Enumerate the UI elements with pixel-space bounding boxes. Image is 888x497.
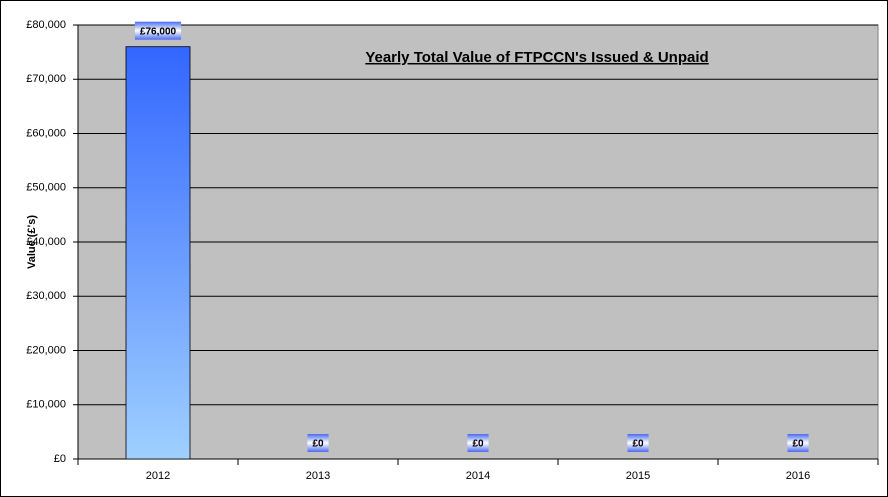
value-label: £0 xyxy=(792,439,804,450)
x-tick-label: 2013 xyxy=(306,470,330,482)
y-tick-label: £70,000 xyxy=(26,73,66,85)
value-label-box xyxy=(134,21,182,40)
x-tick-label: 2015 xyxy=(626,470,650,482)
value-label: £0 xyxy=(312,439,324,450)
value-label-box xyxy=(307,434,329,452)
x-tick-label: 2016 xyxy=(786,470,810,482)
y-tick-label: £0 xyxy=(54,453,66,465)
y-tick-label: £50,000 xyxy=(26,182,66,194)
y-tick-label: £30,000 xyxy=(26,290,66,302)
y-tick-label: £10,000 xyxy=(26,399,66,411)
x-tick-label: 2014 xyxy=(466,470,490,482)
value-label: £76,000 xyxy=(140,26,177,37)
y-tick-label: £80,000 xyxy=(26,19,66,31)
value-label-box xyxy=(467,434,489,452)
value-label-box xyxy=(627,434,649,452)
value-label: £0 xyxy=(632,439,644,450)
bar xyxy=(125,46,191,460)
x-tick-label: 2012 xyxy=(146,470,170,482)
y-axis-title: Value (£'s) xyxy=(26,215,38,269)
y-tick-label: £20,000 xyxy=(26,344,66,356)
y-tick-label: £60,000 xyxy=(26,127,66,139)
y-tick-label: £40,000 xyxy=(26,236,66,248)
value-label-box xyxy=(787,434,809,452)
value-label: £0 xyxy=(472,439,484,450)
chart-title: Yearly Total Value of FTPCCN's Issued & … xyxy=(365,49,708,66)
